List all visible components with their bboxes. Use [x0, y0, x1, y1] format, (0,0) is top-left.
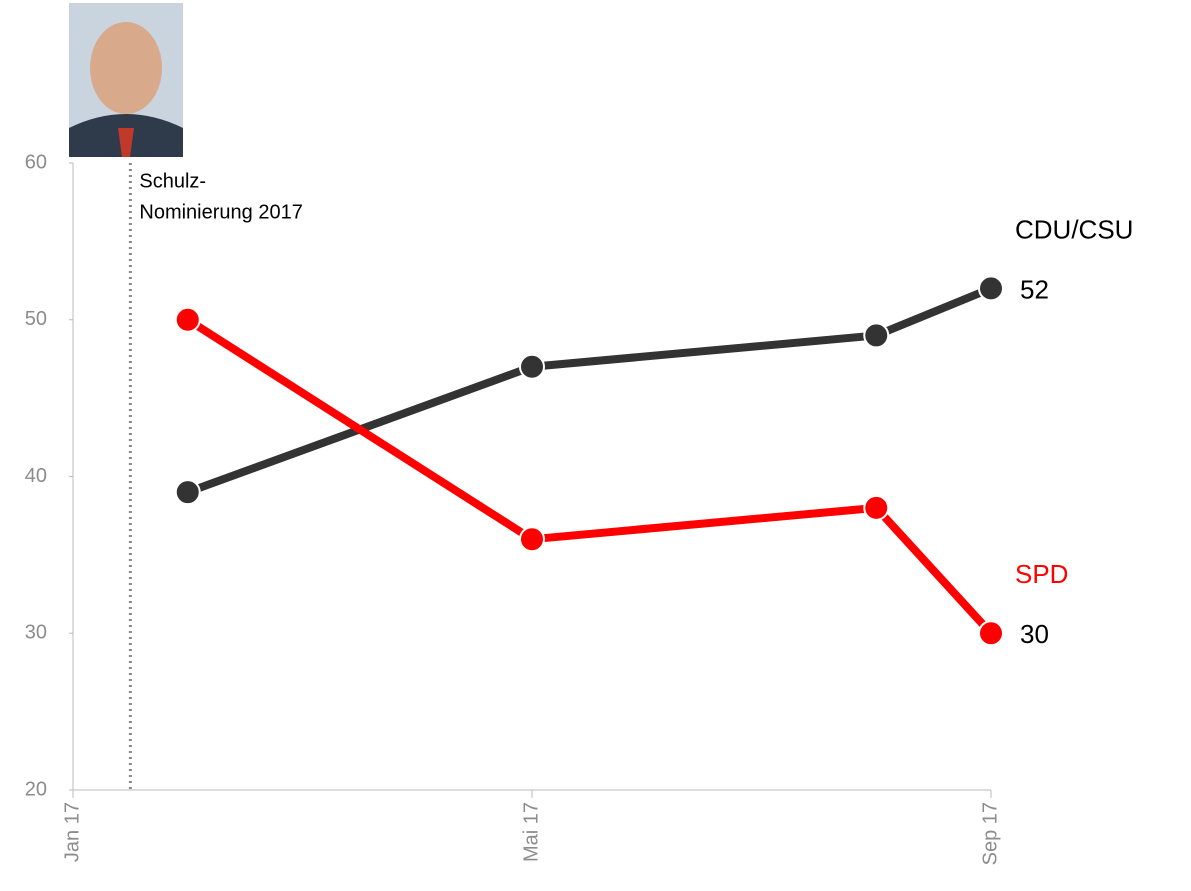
- series-line: [186, 284, 993, 496]
- point: [174, 306, 201, 333]
- value-label: 30: [1020, 619, 1049, 649]
- annotation-text: Nominierung 2017: [139, 201, 302, 223]
- series-label: SPD: [1015, 559, 1068, 589]
- x-tick-label: Sep 17: [979, 802, 1001, 865]
- y-tick-label: 20: [25, 778, 47, 800]
- x-tick-label: Mai 17: [520, 802, 542, 862]
- y-tick-label: 50: [25, 308, 47, 330]
- point: [519, 526, 545, 553]
- value-label: 52: [1020, 274, 1049, 304]
- y-tick-label: 60: [25, 151, 47, 173]
- point: [174, 479, 201, 506]
- portrait: [69, 3, 183, 157]
- annotation-text: Schulz-: [139, 170, 206, 192]
- series-line: [185, 316, 994, 636]
- point: [978, 620, 1004, 647]
- series-label: CDU/CSU: [1015, 214, 1133, 244]
- point: [978, 275, 1004, 302]
- x-tick-label: Jan 17: [61, 802, 83, 862]
- y-tick-label: 40: [25, 465, 47, 487]
- point: [863, 494, 890, 521]
- point: [519, 353, 545, 380]
- point: [863, 322, 890, 349]
- y-tick-label: 30: [25, 622, 47, 644]
